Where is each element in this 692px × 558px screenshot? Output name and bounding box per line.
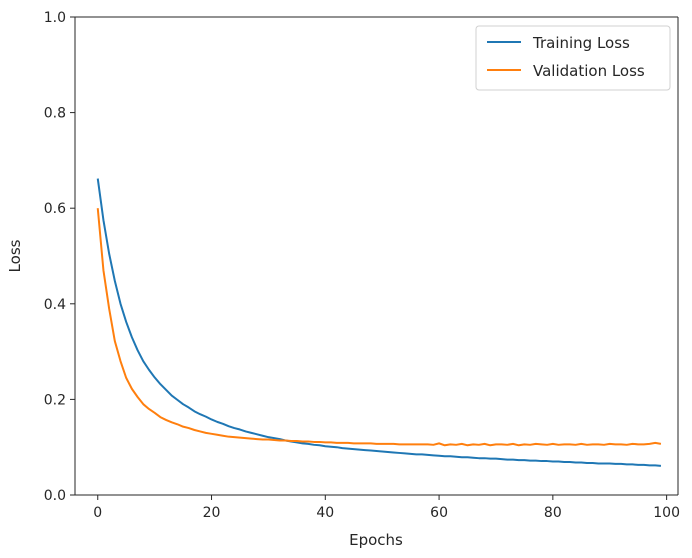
- x-tick-label: 80: [544, 505, 562, 521]
- y-tick-label: 0.4: [44, 297, 66, 313]
- y-tick-label: 0.0: [44, 488, 66, 504]
- series-line-training-loss: [96, 178, 662, 467]
- y-tick-label: 0.2: [44, 392, 66, 408]
- y-tick-label: 0.6: [44, 201, 66, 217]
- y-tick-label: 0.8: [44, 106, 66, 122]
- x-tick-label: 100: [653, 505, 680, 521]
- legend: Training Loss Validation Loss: [475, 25, 671, 91]
- x-tick-label: 60: [430, 505, 448, 521]
- legend-box: [475, 25, 671, 91]
- x-tick-label: 20: [203, 505, 221, 521]
- x-tick-label: 0: [93, 505, 102, 521]
- legend-label-validation: Validation Loss: [533, 62, 645, 80]
- series-line-validation-loss: [96, 208, 662, 447]
- x-tick-label: 40: [316, 505, 334, 521]
- y-axis-label: Loss: [6, 239, 24, 272]
- x-axis-label: Epochs: [349, 531, 403, 549]
- plot-area: [75, 17, 678, 495]
- y-tick-label: 1.0: [44, 10, 66, 26]
- legend-label-training: Training Loss: [532, 34, 630, 52]
